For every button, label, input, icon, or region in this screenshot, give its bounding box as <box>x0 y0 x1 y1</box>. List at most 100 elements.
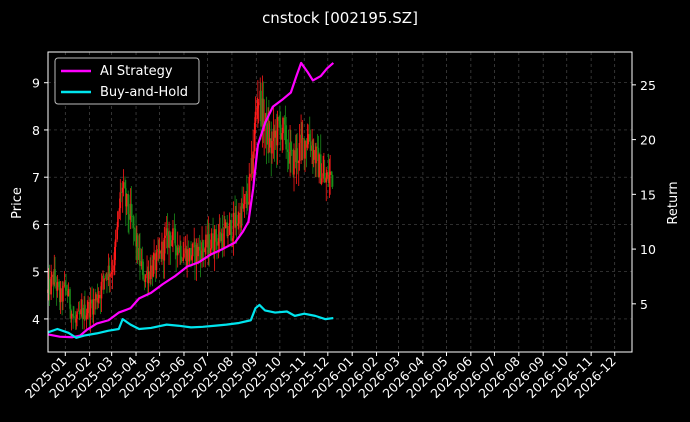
price-candle-body <box>283 117 286 125</box>
price-candle-body <box>281 133 284 140</box>
price-candle-body <box>306 144 309 148</box>
price-candle-body <box>209 248 212 254</box>
price-candle-body <box>161 241 163 259</box>
price-candle-body <box>242 204 245 209</box>
price-candle-body <box>119 192 122 209</box>
price-candle-body <box>305 140 308 148</box>
price-candle-body <box>54 269 56 283</box>
price-candle-body <box>172 228 174 241</box>
price-candle-body <box>268 123 270 148</box>
price-candle-body <box>232 212 235 239</box>
price-candle-body <box>191 243 194 257</box>
price-candle-body <box>217 238 220 246</box>
price-candle-body <box>254 111 257 123</box>
price-candle-body <box>329 171 331 175</box>
price-candle-body <box>201 242 203 262</box>
price-candle-body <box>89 299 92 318</box>
price-candle-body <box>284 124 287 126</box>
price-candle-body <box>164 235 166 238</box>
price-candle-body <box>323 172 326 183</box>
price-candle-body <box>140 260 143 267</box>
price-candle-body <box>253 122 256 152</box>
price-candle-body <box>106 274 108 281</box>
price-candle-body <box>116 227 118 240</box>
price-candle-body <box>180 245 182 260</box>
price-candle-body <box>48 279 51 295</box>
price-candle-body <box>58 281 60 288</box>
price-candle-body <box>97 298 100 303</box>
price-candle-body <box>198 246 201 251</box>
price-candle-body <box>262 98 265 132</box>
price-candle-body <box>315 146 317 164</box>
price-candle-body <box>73 316 75 318</box>
price-candle-body <box>318 154 320 177</box>
price-candle-body <box>120 192 122 194</box>
price-candle-body <box>205 234 207 248</box>
price-candle-body <box>133 227 136 229</box>
price-candle-body <box>64 282 67 286</box>
price-candle-body <box>65 285 67 291</box>
price-candle-body <box>298 142 301 161</box>
price-candle-body <box>223 227 225 248</box>
price-candle-body <box>208 234 210 254</box>
price-candle-body <box>111 270 114 273</box>
price-candle-body <box>274 130 276 138</box>
price-candle-body <box>238 212 240 224</box>
y-left-tick-label: 5 <box>32 265 40 280</box>
y-left-tick-label: 8 <box>32 123 40 138</box>
y-right-tick-label: 10 <box>640 242 656 257</box>
price-candle-body <box>326 172 328 179</box>
price-candle-body <box>213 229 216 253</box>
price-candle-body <box>180 259 183 261</box>
price-candle-body <box>260 90 262 127</box>
price-candle-body <box>50 276 52 295</box>
price-candle-body <box>141 260 144 262</box>
price-candle-body <box>320 178 323 184</box>
price-candle-body <box>301 134 303 139</box>
price-candle-body <box>235 214 238 226</box>
price-candle-body <box>108 265 111 277</box>
price-candle-body <box>221 233 224 248</box>
price-candle-body <box>278 117 280 121</box>
price-candle-body <box>312 149 315 160</box>
price-candle-body <box>243 196 246 205</box>
price-candle-body <box>59 288 62 303</box>
price-candle-body <box>171 240 173 246</box>
price-candle-body <box>279 124 282 140</box>
price-candle-body <box>166 228 169 248</box>
price-candle-body <box>237 223 240 226</box>
price-candle-body <box>290 150 293 151</box>
y-left-tick-label: 4 <box>32 312 40 327</box>
price-candle-body <box>319 154 322 184</box>
price-candle-body <box>286 149 289 153</box>
grid <box>48 52 632 352</box>
price-candle-body <box>316 146 319 148</box>
price-candle-body <box>199 250 202 262</box>
price-candle-body <box>300 134 302 143</box>
price-candle-body <box>144 275 147 283</box>
legend-label-buy-and-hold: Buy-and-Hold <box>100 85 188 100</box>
price-candle-body <box>80 309 82 315</box>
price-candle-body <box>231 238 234 241</box>
price-candle-body <box>188 248 191 262</box>
price-candle-body <box>246 193 248 202</box>
y-right-tick-label: 25 <box>640 78 656 93</box>
y-right-tick-label: 20 <box>640 133 656 148</box>
price-candle-body <box>136 235 139 260</box>
price-candle-body <box>132 216 135 228</box>
price-candle-body <box>257 105 259 109</box>
y-right-label: Return <box>666 181 681 224</box>
price-candle-body <box>240 202 243 228</box>
price-candle-body <box>100 281 103 299</box>
price-candle-body <box>51 274 53 277</box>
price-candle-body <box>103 278 106 280</box>
price-candle-body <box>212 233 214 251</box>
price-candle-body <box>202 242 204 249</box>
price-candle-body <box>78 310 81 315</box>
price-candle-body <box>279 120 281 125</box>
price-candle-body <box>87 301 89 314</box>
price-candle-body <box>150 265 152 280</box>
price-candle-body <box>128 214 130 220</box>
price-candle-body <box>183 253 185 258</box>
